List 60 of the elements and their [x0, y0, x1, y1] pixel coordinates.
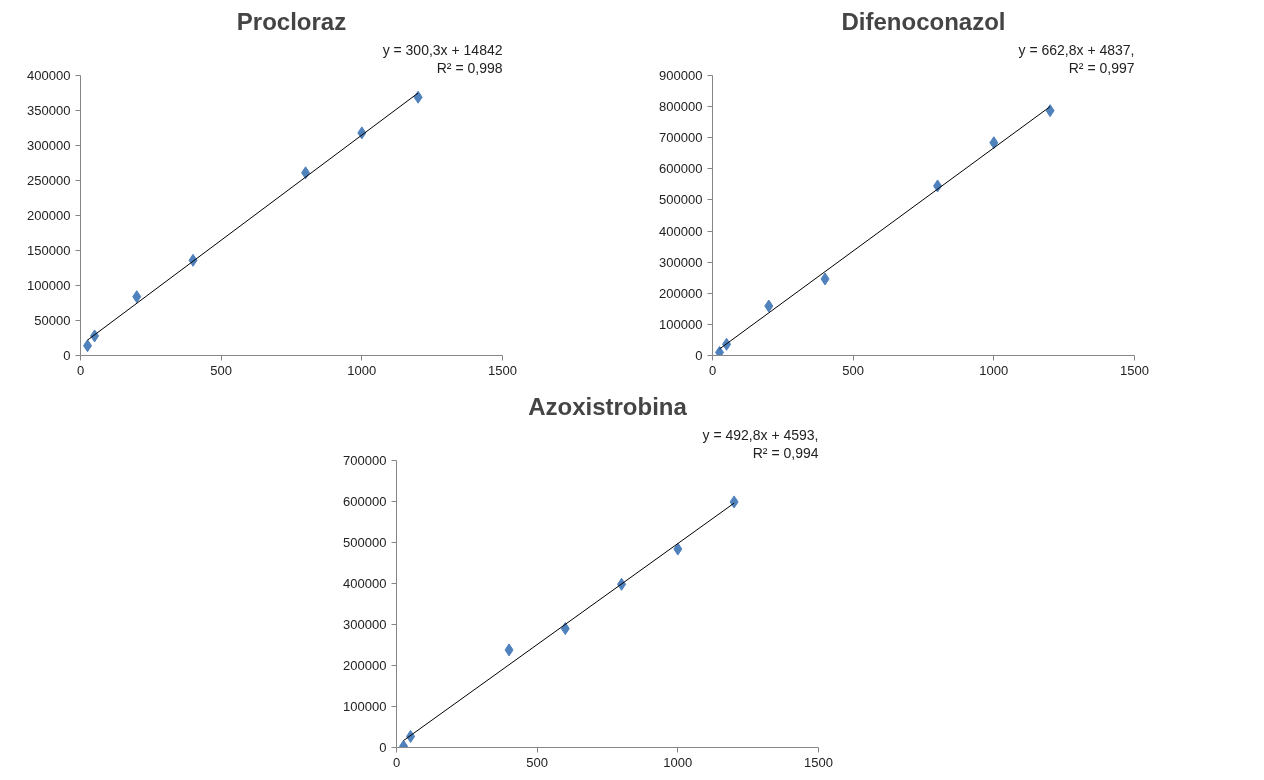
point: [83, 339, 93, 353]
x-tick-label: 1000: [663, 754, 693, 770]
y-tick-label: 50000: [34, 313, 71, 328]
y-tick-label: 500000: [659, 192, 703, 208]
x-tick-label: 500: [210, 362, 233, 378]
x-tick-label: 1000: [979, 362, 1009, 378]
x-tick-label: 1000: [347, 362, 377, 378]
text: y = 300,3x + 14842: [382, 41, 503, 58]
chart-title: Azoxistrobina: [528, 392, 688, 420]
point: [729, 495, 739, 509]
y-tick-label: 800000: [659, 99, 703, 115]
y-tick-label: 0: [63, 348, 71, 363]
y-tick-label: 600000: [659, 161, 703, 177]
text: y = 492,8x + 4593,: [702, 426, 819, 443]
y-tick-label: 200000: [27, 208, 71, 223]
y-tick-label: 400000: [27, 68, 71, 83]
y-tick-label: 600000: [343, 494, 387, 509]
chart-title: Procloraz: [236, 7, 347, 35]
point: [504, 643, 514, 657]
y-tick-label: 100000: [659, 316, 703, 332]
y-tick-label: 0: [695, 348, 703, 363]
y-tick-label: 300000: [343, 617, 387, 632]
x-tick-label: 1500: [488, 362, 517, 378]
y-tick-label: 400000: [343, 576, 387, 591]
x-tick-label: 0: [76, 362, 85, 378]
y-tick-label: 350000: [27, 103, 71, 118]
text: y = 662,8x + 4837,: [1018, 41, 1135, 58]
x-tick-label: 1500: [1120, 362, 1149, 378]
y-tick-label: 100000: [27, 278, 71, 293]
y-tick-label: 300000: [659, 254, 703, 270]
y-tick-label: 250000: [27, 173, 71, 188]
y-tick-label: 200000: [343, 658, 387, 673]
y-tick-label: 300000: [27, 138, 71, 153]
x-tick-label: 500: [526, 754, 549, 770]
y-tick-label: 900000: [659, 68, 703, 83]
y-tick-label: 500000: [343, 535, 387, 550]
y-tick-label: 150000: [27, 243, 71, 258]
point: [413, 90, 423, 104]
x-tick-label: 500: [842, 362, 865, 378]
y-tick-label: 100000: [343, 699, 387, 714]
x-tick-label: 0: [392, 754, 401, 770]
point: [989, 136, 999, 150]
point: [560, 622, 570, 636]
annotation: R² = 0,994: [752, 444, 819, 461]
y-tick-label: 400000: [659, 223, 703, 239]
annotation: R² = 0,997: [1068, 59, 1135, 76]
point: [820, 272, 830, 286]
point: [1045, 104, 1055, 118]
annotation: R² = 0,998: [436, 59, 503, 76]
chart-title: Difenoconazol: [841, 7, 1006, 35]
y-tick-label: 200000: [659, 285, 703, 301]
point: [764, 299, 774, 313]
point: [673, 542, 683, 556]
x-tick-label: 1500: [804, 754, 833, 770]
x-tick-label: 0: [708, 362, 717, 378]
y-tick-label: 700000: [343, 453, 387, 468]
point: [132, 290, 142, 304]
point: [715, 345, 725, 356]
y-tick-label: 700000: [659, 130, 703, 146]
y-tick-label: 0: [379, 740, 387, 755]
